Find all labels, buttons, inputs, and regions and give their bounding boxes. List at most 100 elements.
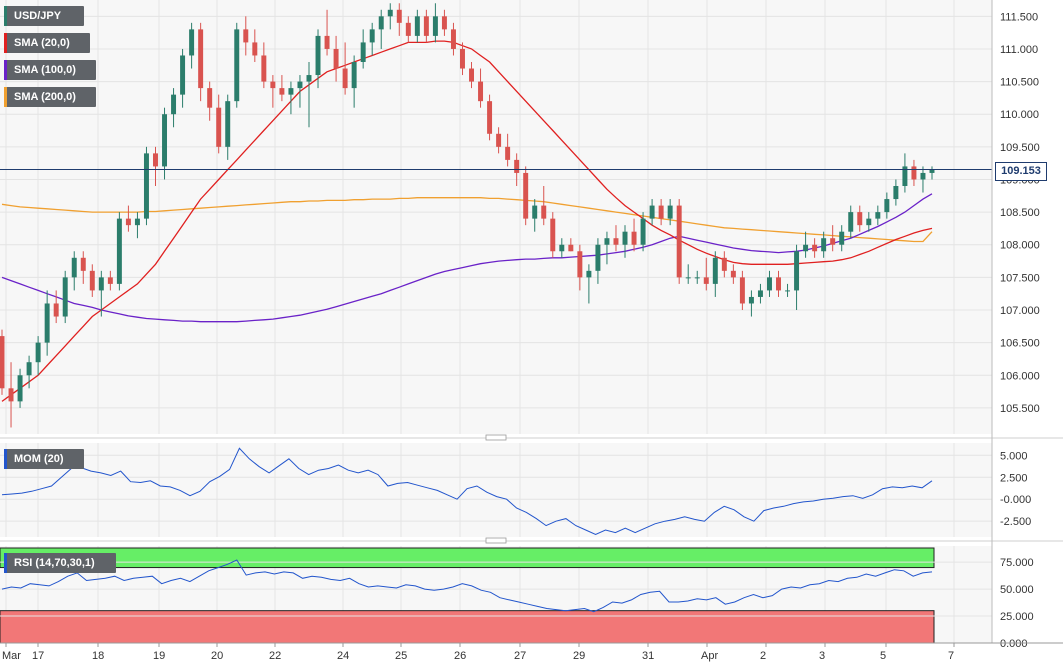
price-y-tick-label: 110.000 xyxy=(1000,109,1039,121)
candle-body xyxy=(604,238,610,245)
candle xyxy=(360,29,366,69)
candle-body xyxy=(911,166,917,180)
candle-body xyxy=(134,218,140,226)
legend-sma100-label: SMA (100,0) xyxy=(14,64,76,76)
x-tick-label: 29 xyxy=(573,650,585,662)
legend-swatch-momentum xyxy=(4,449,7,469)
candle xyxy=(884,192,890,219)
momentum-y-tick-label: -2.500 xyxy=(1000,516,1031,528)
sma100-line xyxy=(1,193,933,323)
candle xyxy=(631,218,637,252)
legend-usdjpy-label: USD/JPY xyxy=(14,10,62,22)
candle-body xyxy=(514,159,520,173)
rsi-y-tick-label: 25.000 xyxy=(1000,611,1034,623)
candle xyxy=(496,127,502,154)
candle-body xyxy=(902,166,908,186)
candle-body xyxy=(748,296,754,304)
candle-body xyxy=(17,375,23,402)
candle xyxy=(739,270,745,310)
candle-body xyxy=(162,114,168,167)
x-tick-label: 3 xyxy=(819,650,825,662)
x-tick-label: Mar xyxy=(2,650,21,662)
candle xyxy=(143,146,149,226)
candle xyxy=(297,75,303,108)
candle xyxy=(830,225,836,252)
candle-body xyxy=(541,205,547,219)
x-tick-label: 19 xyxy=(153,650,165,662)
candle-body xyxy=(550,218,556,252)
candle-body xyxy=(496,133,502,147)
candle-body xyxy=(839,231,845,245)
candle-body xyxy=(324,35,330,49)
candle xyxy=(441,9,447,36)
candle xyxy=(432,3,438,43)
candle-body xyxy=(171,94,177,115)
candle-body xyxy=(667,205,673,219)
candle xyxy=(622,225,628,258)
candle-body xyxy=(821,238,827,252)
candle-body xyxy=(884,199,890,213)
candle xyxy=(279,75,285,102)
price-y-tick-label: 111.000 xyxy=(1000,44,1038,56)
candle-body xyxy=(116,218,122,284)
momentum-y-tick-label: -0.000 xyxy=(1000,494,1031,506)
candle xyxy=(26,355,32,389)
candle-body xyxy=(125,218,131,226)
candle-body xyxy=(875,212,881,219)
candle xyxy=(920,166,926,193)
candle-body xyxy=(378,16,384,30)
candle-body xyxy=(577,251,583,278)
candle xyxy=(595,238,601,284)
candle-body xyxy=(216,107,222,147)
candle-body xyxy=(478,81,484,102)
candle-body xyxy=(44,303,50,343)
last-price-tag: 109.153 xyxy=(995,162,1047,181)
candle-body xyxy=(460,48,465,69)
candle xyxy=(604,231,610,265)
candle xyxy=(469,62,474,89)
candle xyxy=(821,231,827,258)
candle-body xyxy=(794,251,800,291)
sma200-line xyxy=(1,197,933,243)
candle-body xyxy=(89,270,95,291)
candle-body xyxy=(207,88,213,108)
candle-body xyxy=(676,205,682,278)
candle xyxy=(288,81,294,115)
candle-body xyxy=(342,68,348,89)
candle xyxy=(929,166,935,180)
rsi-overbought-band xyxy=(0,547,935,569)
candle xyxy=(89,264,95,297)
candle-body xyxy=(143,153,149,219)
candle xyxy=(902,153,908,193)
legend-swatch-rsi xyxy=(4,553,7,573)
legend-sma20-label: SMA (20,0) xyxy=(14,37,70,49)
candle xyxy=(766,270,772,297)
price-y-tick-label: 107.000 xyxy=(1000,305,1040,317)
candle xyxy=(8,362,14,428)
candle-body xyxy=(297,81,303,89)
candle xyxy=(785,283,791,297)
x-tick-label: 26 xyxy=(454,650,466,662)
candle xyxy=(162,107,168,180)
candle xyxy=(721,251,727,278)
candle-body xyxy=(35,342,41,363)
candle xyxy=(460,42,465,76)
candle-body xyxy=(505,146,511,160)
momentum-line xyxy=(1,447,933,535)
momentum-rsi-separator-grip xyxy=(485,537,507,544)
candle-body xyxy=(387,9,393,17)
candle xyxy=(577,244,583,291)
candle xyxy=(153,146,158,186)
candle-body xyxy=(432,16,438,36)
candle xyxy=(866,212,872,232)
candle-body xyxy=(622,231,628,245)
price-y-tick-label: 110.500 xyxy=(1000,77,1039,89)
candle-body xyxy=(857,212,863,226)
candle xyxy=(270,75,276,108)
candle xyxy=(198,22,204,102)
candle-body xyxy=(62,277,68,317)
price-y-tick-label: 111.500 xyxy=(1000,11,1038,23)
candle-body xyxy=(658,205,664,219)
x-tick-label: 7 xyxy=(948,650,954,662)
